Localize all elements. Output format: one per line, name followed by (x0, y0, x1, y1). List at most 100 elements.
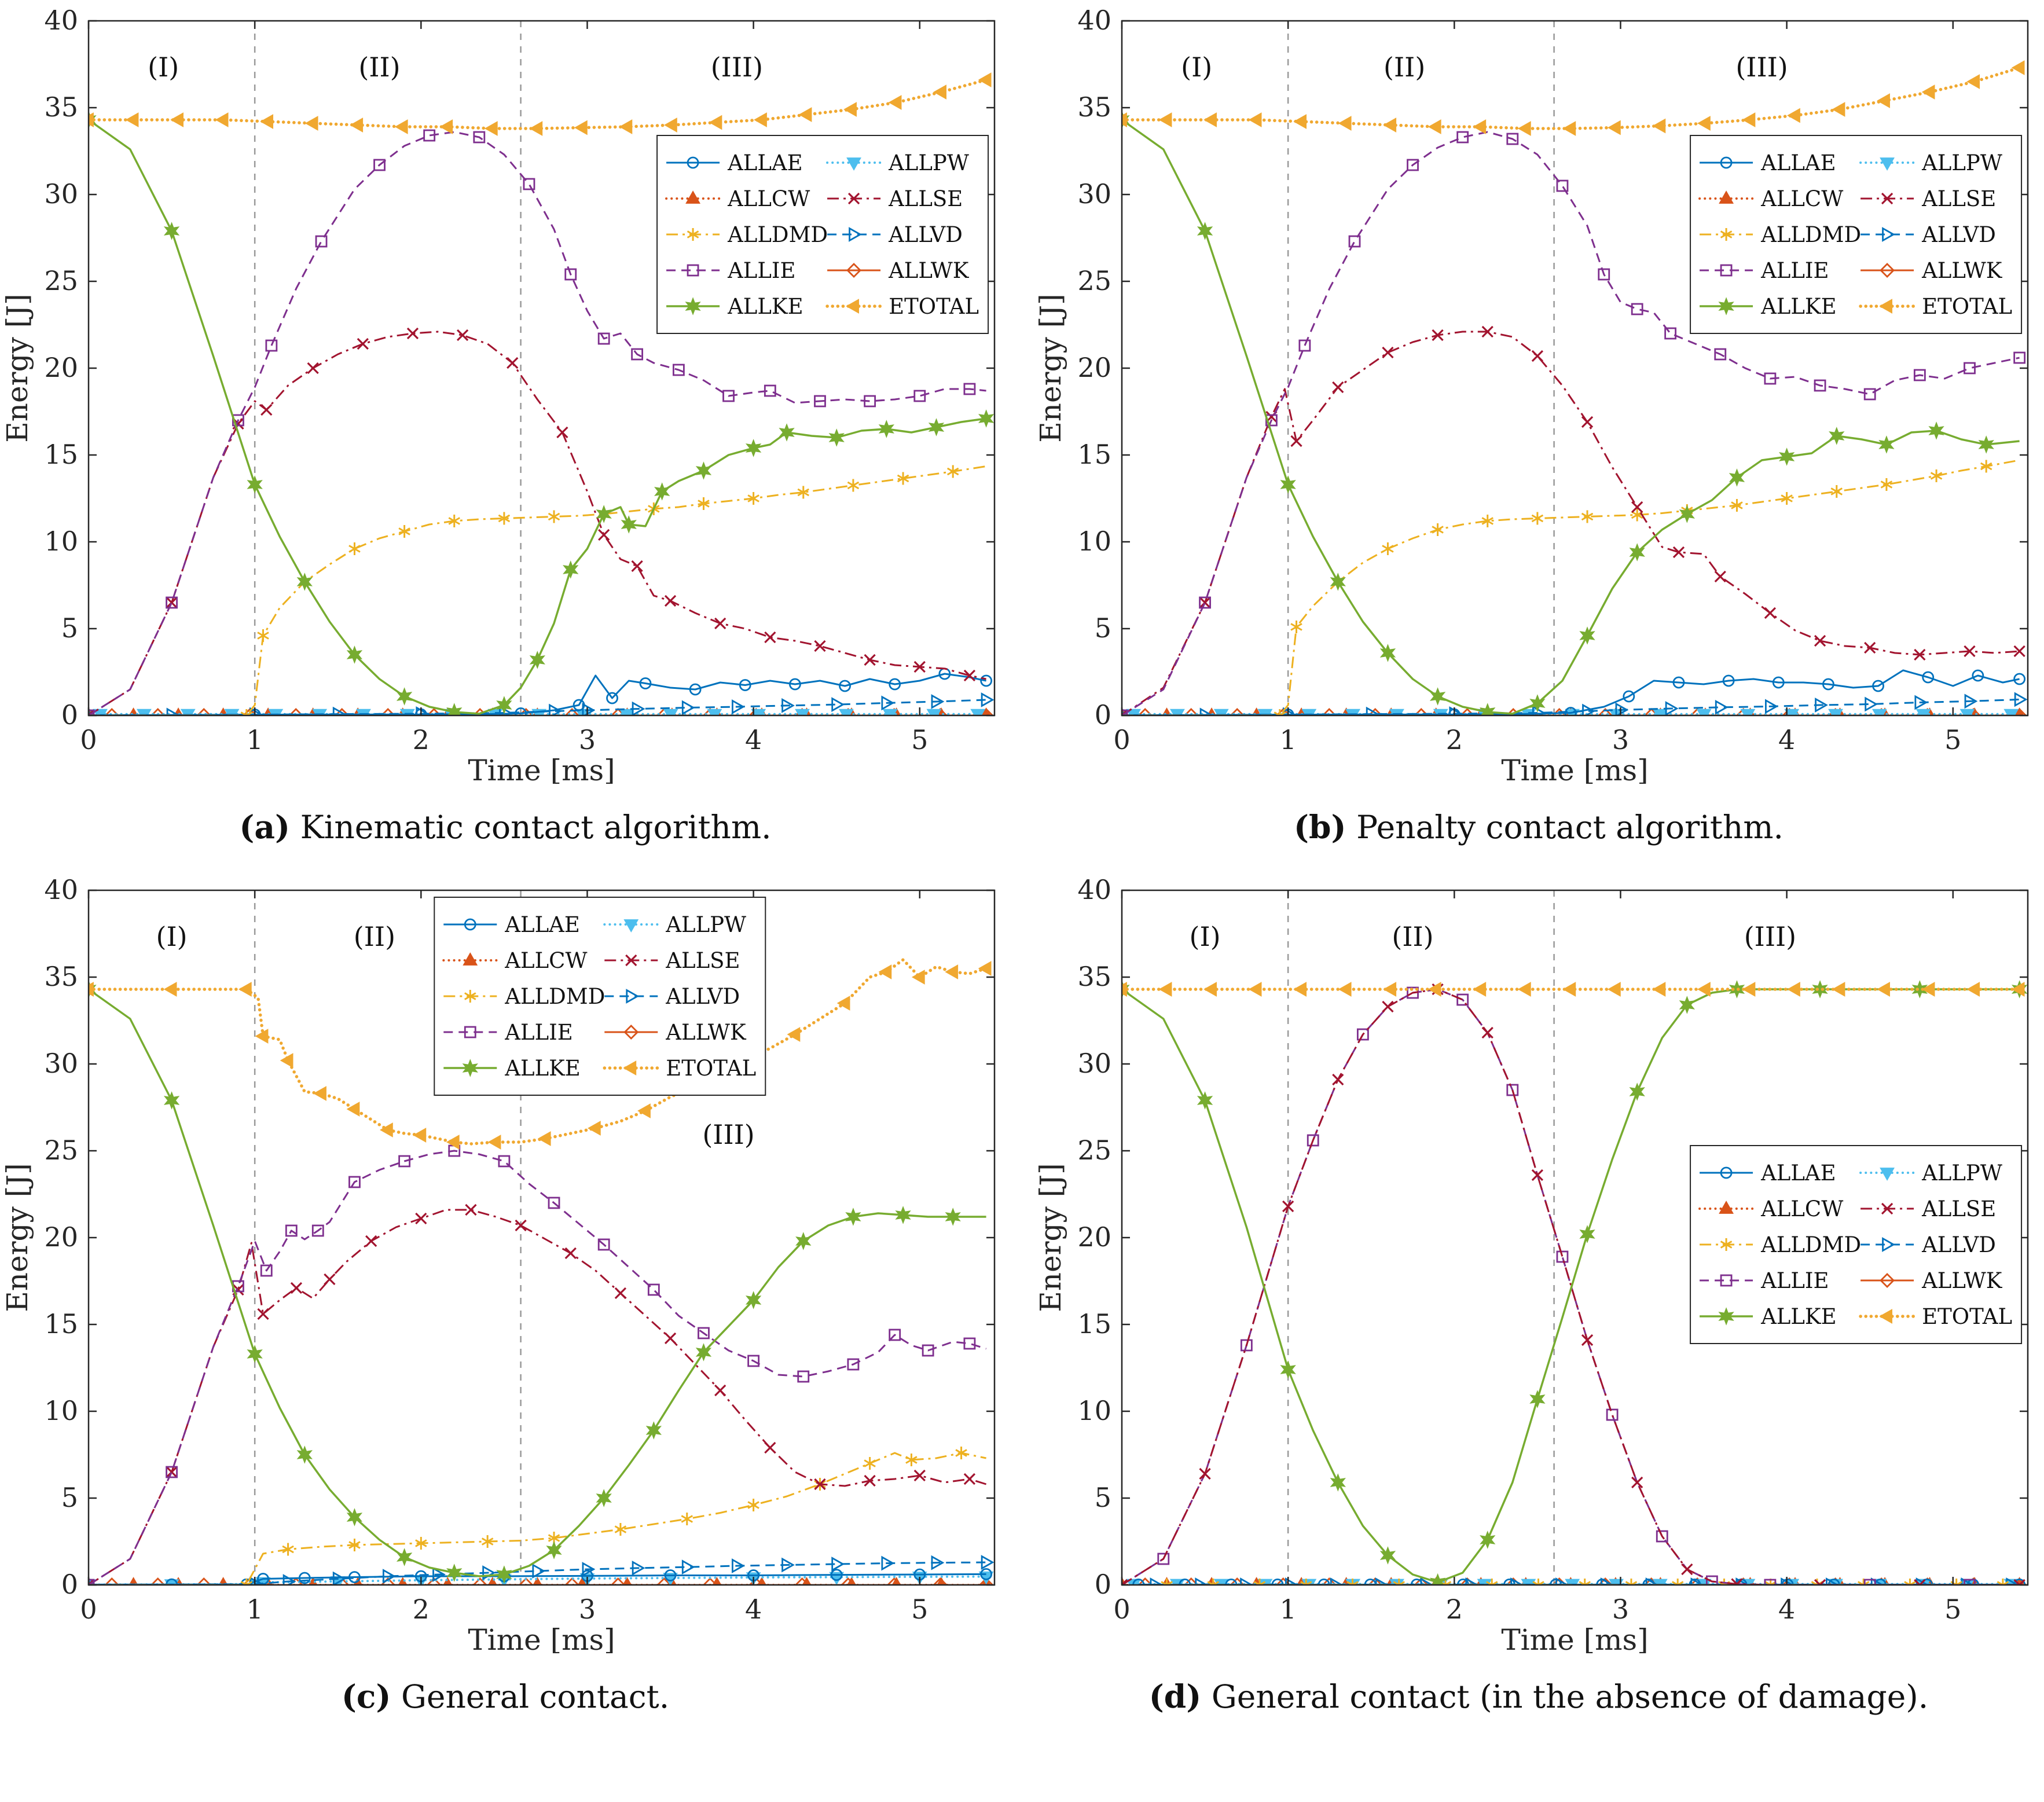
chart-c: 0 1 2 3 4 5 0 5 10 15 20 25 30 35 40 Time [ms] Energy [J… (1, 874, 1009, 1657)
marker-triangle-left (1562, 121, 1576, 136)
marker-hexagram (163, 222, 180, 240)
marker-square (1706, 1575, 1718, 1585)
axes: 0 1 2 3 4 5 0 5 10 15 20 25 30 35 40 Time [ms] Energy [J… (1034, 874, 2029, 1657)
series-line-ALLDMD (89, 465, 986, 715)
series-markers-ALLKE (89, 980, 961, 1584)
marker-triangle-right (1150, 1577, 1164, 1585)
marker-asterisk (905, 1454, 918, 1466)
marker-hexagram (496, 696, 512, 714)
marker-square (2013, 351, 2026, 364)
region-labels: (I) (II) (III) (1190, 921, 1797, 952)
marker-x (415, 1212, 427, 1225)
legend-label-ETOTAL: ETOTAL (1922, 294, 2012, 319)
marker-triangle-right (626, 989, 640, 1004)
marker-asterisk (1904, 1579, 1916, 1585)
marker-diamond (104, 1577, 120, 1585)
marker-triangle-left (1517, 121, 1531, 136)
marker-triangle-left (1517, 982, 1531, 997)
marker-hexagram (446, 703, 463, 715)
marker-triangle-right (89, 1580, 97, 1585)
marker-triangle-left (446, 1135, 460, 1150)
marker-hexagram (1579, 626, 1595, 645)
marker-asterisk (498, 512, 511, 525)
series-line-ALLVD (89, 1561, 986, 1585)
legend: ALLAE ALLCW ALLDMD ALLIE ALLKE ALLPW ALLSE ALLV… (1690, 1145, 2023, 1344)
marker-triangle-left (2011, 982, 2025, 997)
marker-asterisk (1393, 1579, 1406, 1585)
region-labels: (I) (II) (III) (148, 52, 763, 83)
marker-diamond (1322, 1577, 1337, 1585)
marker-triangle-left (1338, 982, 1352, 997)
legend-label-ALLPW: ALLPW (1921, 151, 2002, 175)
marker-x (1581, 1334, 1594, 1346)
marker-circle (298, 1572, 311, 1584)
marker-triangle-up (1719, 1201, 1734, 1214)
marker-circle (1872, 680, 1884, 692)
marker-hexagram (621, 515, 637, 534)
marker-triangle-left (1248, 982, 1262, 997)
marker-diamond (702, 1577, 718, 1585)
series-group (1122, 980, 2028, 1585)
marker-asterisk (1830, 485, 1843, 498)
legend-label-ALLKE: ALLKE (504, 1056, 581, 1081)
x-tick-label: 4 (1778, 724, 1795, 755)
marker-asterisk (464, 990, 476, 1003)
marker-square (673, 364, 685, 376)
marker-asterisk (1274, 709, 1286, 715)
subplot-d: 0 1 2 3 4 5 0 5 10 15 20 25 30 35 40 Time [ms] Energy [J… (1034, 874, 2042, 1715)
marker-triangle-left (787, 1027, 801, 1042)
series-line-ALLIE (1122, 131, 2020, 715)
legend-label-ALLDMD: ALLDMD (1760, 222, 1861, 247)
marker-hexagram (1729, 468, 1745, 487)
marker-triangle-left (1787, 108, 1800, 123)
marker-hexagram (163, 1091, 180, 1110)
marker-hexagram (695, 1343, 712, 1361)
phase-divider-lines (254, 21, 522, 715)
marker-square (1456, 131, 1469, 144)
y-tick-label: 10 (1077, 526, 1111, 557)
marker-x (1581, 416, 1594, 428)
marker-asterisk (1625, 1579, 1638, 1585)
marker-square (687, 264, 699, 277)
marker-triangle-left (637, 1103, 651, 1118)
marker-diamond (1367, 1577, 1383, 1585)
region-label: (II) (1392, 921, 1433, 952)
region-label: (I) (1181, 52, 1212, 83)
marker-hexagram (779, 423, 795, 442)
series-markers-ALLSE (89, 1203, 976, 1585)
region-label: (I) (148, 52, 179, 83)
marker-triangle-left (89, 112, 94, 127)
marker-x (814, 1478, 826, 1491)
marker-asterisk (1481, 515, 1493, 527)
marker-triangle-left (574, 120, 588, 135)
marker-x (913, 1469, 926, 1482)
marker-triangle-left (978, 961, 992, 976)
marker-triangle-left (1787, 982, 1800, 997)
marker-triangle-left (1608, 982, 1621, 997)
marker-x (1964, 645, 1976, 658)
marker-circle (1720, 1166, 1733, 1179)
marker-square (647, 1283, 660, 1296)
subplot-b: 0 1 2 3 4 5 0 5 10 15 20 25 30 35 40 Time [ms] Energy [J… (1034, 5, 2042, 846)
series-markers-ALLKE (1122, 980, 2028, 1585)
chart-d-canvas: 0 1 2 3 4 5 0 5 10 15 20 25 30 35 40 Time [ms] Energy [J… (1034, 874, 2029, 1657)
marker-x (625, 954, 637, 967)
marker-triangle-left (843, 102, 857, 117)
marker-circle (2013, 673, 2026, 685)
marker-diamond (150, 1577, 166, 1585)
marker-triangle-left (1562, 982, 1576, 997)
marker-triangle-left (170, 112, 184, 127)
phase-divider-lines (1287, 890, 1555, 1585)
legend-label-ALLWK: ALLWK (1921, 1268, 2003, 1293)
marker-hexagram (1629, 543, 1645, 561)
marker-triangle-right (1815, 698, 1828, 713)
marker-triangle-left (1338, 116, 1352, 131)
marker-triangle-right (1961, 1577, 1975, 1585)
marker-circle (1922, 671, 1935, 684)
marker-diamond (1880, 263, 1895, 278)
marker-hexagram (596, 505, 612, 523)
marker-circle (689, 683, 702, 696)
marker-triangle-left (413, 1128, 427, 1143)
y-tick-label: 30 (44, 1048, 78, 1079)
marker-square (1764, 1579, 1777, 1585)
